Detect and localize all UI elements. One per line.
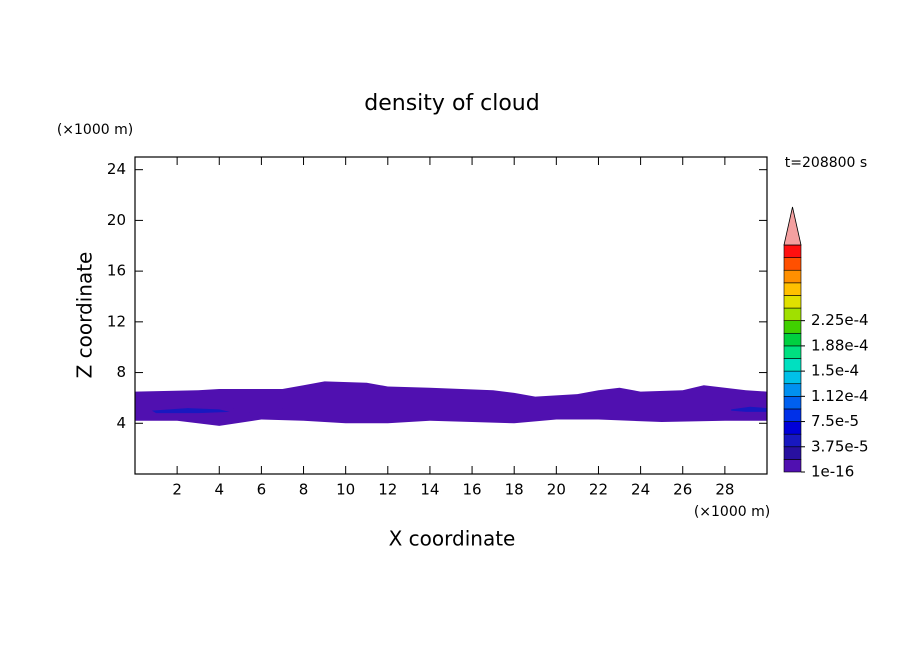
x-tick-label: 14 <box>420 481 439 499</box>
y-tick-label: 8 <box>116 363 126 381</box>
colorbar-band <box>783 269 802 284</box>
x-axis-label: X coordinate <box>389 527 516 551</box>
time-annotation: t=208800 s <box>785 155 867 171</box>
x-unit: (×1000 m) <box>694 504 770 520</box>
x-tick-label: 24 <box>631 481 650 499</box>
colorbar-band <box>783 257 802 271</box>
y-tick-label: 12 <box>107 312 126 330</box>
colorbar-tick-label: 1e-16 <box>811 463 854 481</box>
colorbar-tick-label: 3.75e-5 <box>811 437 869 455</box>
x-tick-label: 12 <box>378 481 397 499</box>
colorbar-band <box>783 307 802 321</box>
colorbar-band <box>783 370 802 385</box>
colorbar-band <box>783 244 802 258</box>
colorbar-band <box>783 433 802 448</box>
colorbar-band <box>783 459 802 473</box>
contour-region <box>135 381 767 426</box>
colorbar-band <box>783 421 802 435</box>
contour-region <box>731 406 767 412</box>
colorbar-band <box>783 332 802 347</box>
y-tick-label: 4 <box>116 414 126 432</box>
x-tick-label: 8 <box>299 481 309 499</box>
colorbar-band <box>783 295 802 309</box>
colorbar-extend <box>783 206 802 246</box>
x-tick-label: 26 <box>673 481 692 499</box>
colorbar-band <box>783 383 802 397</box>
contour-region <box>151 408 230 414</box>
x-tick-label: 6 <box>257 481 267 499</box>
x-tick-label: 22 <box>589 481 608 499</box>
colorbar-tick-label: 7.5e-5 <box>811 412 859 430</box>
y-unit: (×1000 m) <box>57 122 133 138</box>
colorbar-band <box>783 320 802 334</box>
y-tick-label: 24 <box>107 160 126 178</box>
colorbar-band <box>783 446 802 460</box>
colorbar-tick-label: 2.25e-4 <box>811 311 869 329</box>
y-axis-label: Z coordinate <box>73 252 97 379</box>
x-tick-label: 20 <box>547 481 566 499</box>
x-tick-label: 10 <box>336 481 355 499</box>
y-tick-label: 20 <box>107 211 126 229</box>
colorbar-band <box>783 345 802 359</box>
colorbar-tick-label: 1.88e-4 <box>811 336 869 354</box>
colorbar-tick-label: 1.12e-4 <box>811 387 869 405</box>
chart-title: density of cloud <box>364 91 539 116</box>
plot-frame <box>134 156 768 475</box>
colorbar-band <box>783 358 802 372</box>
x-tick-label: 4 <box>214 481 224 499</box>
x-tick-label: 18 <box>505 481 524 499</box>
y-tick-label: 16 <box>107 262 126 280</box>
x-tick-label: 16 <box>463 481 482 499</box>
colorbar-band <box>783 396 802 410</box>
colorbar-tick-label: 1.5e-4 <box>811 362 859 380</box>
x-tick-label: 28 <box>715 481 734 499</box>
colorbar-band <box>783 408 802 422</box>
contour-region <box>282 404 388 411</box>
x-tick-label: 2 <box>172 481 182 499</box>
colorbar-band <box>783 282 802 296</box>
